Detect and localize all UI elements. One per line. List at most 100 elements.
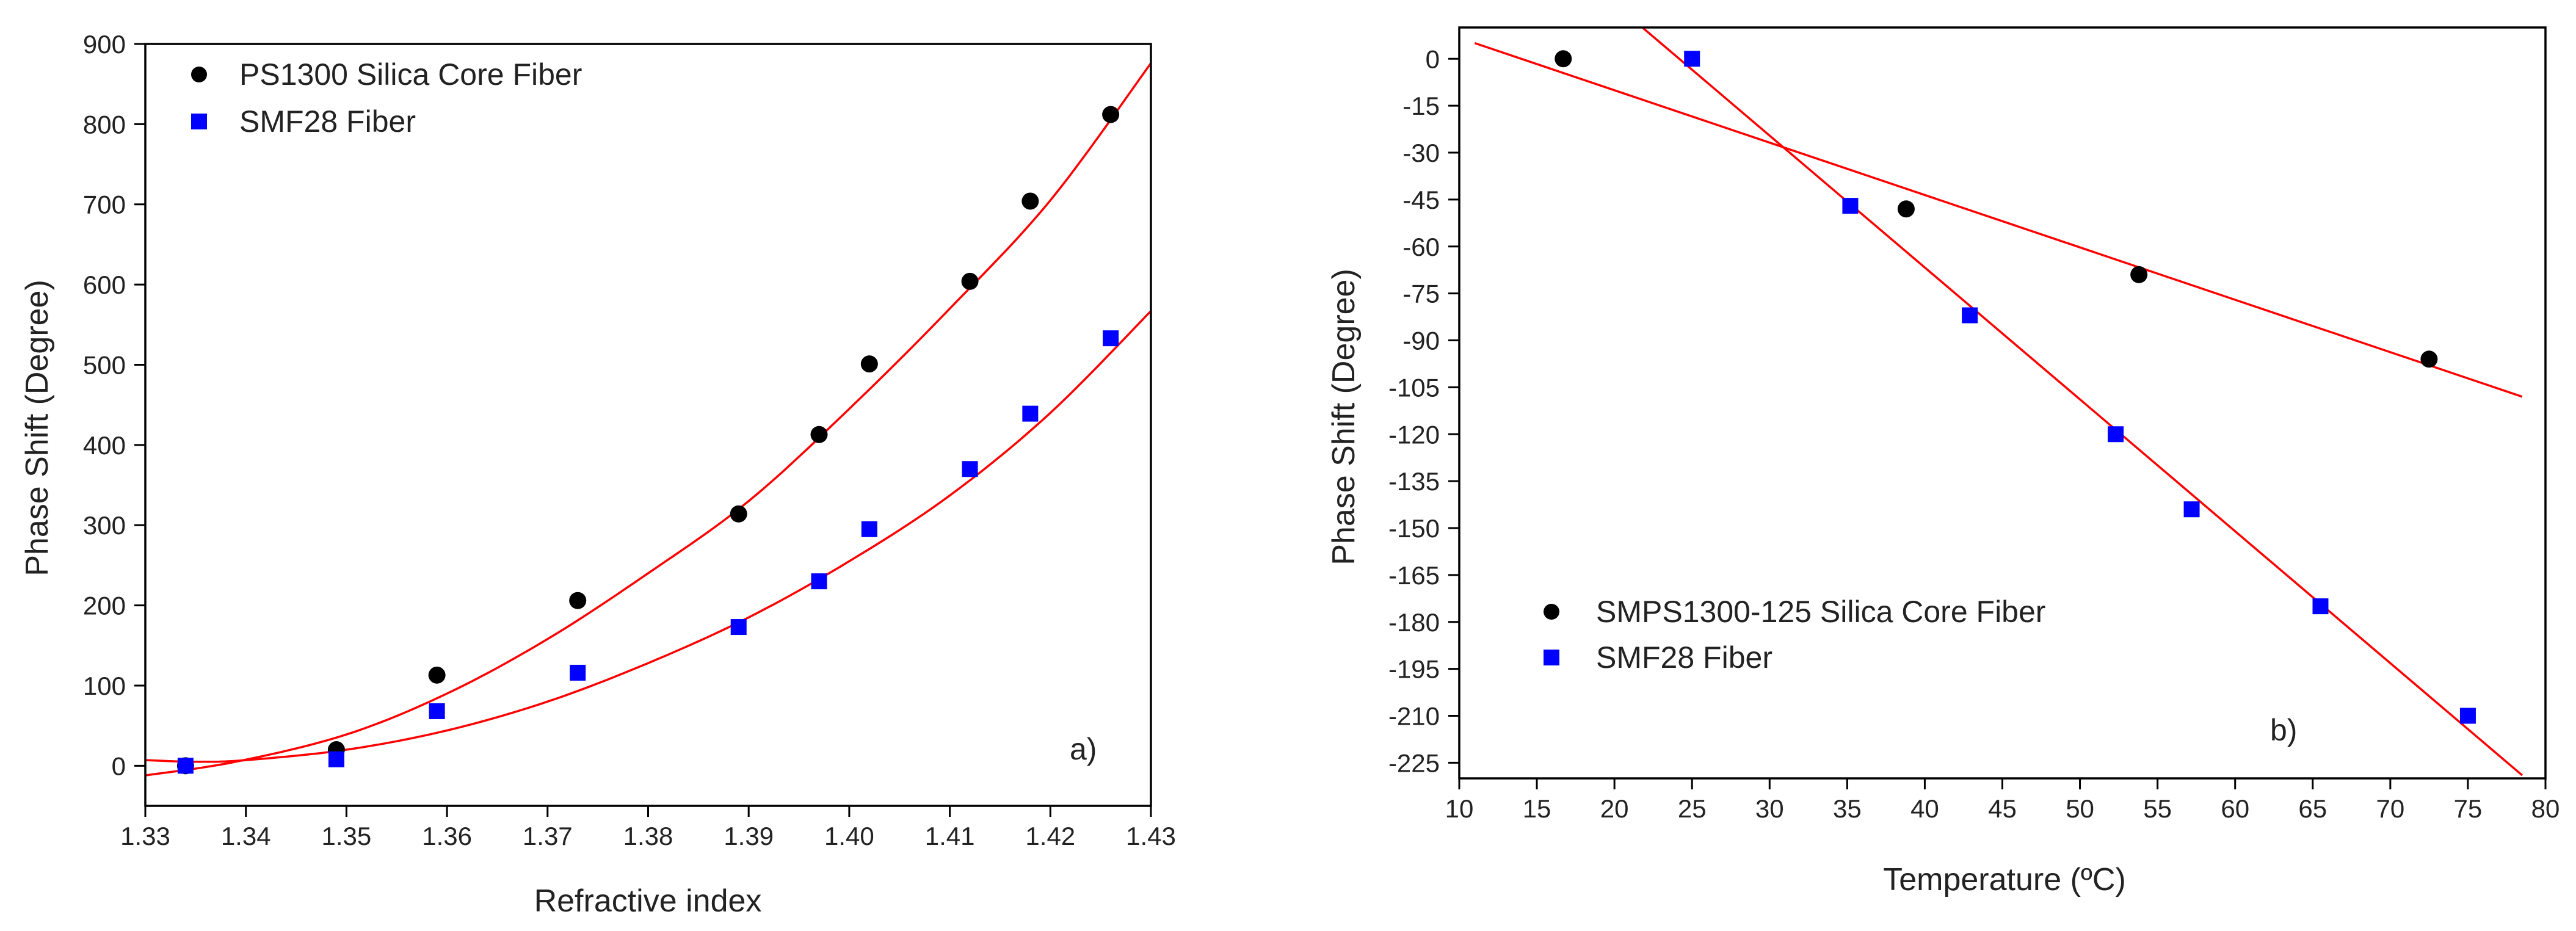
y-tick-label: -135 [1388, 467, 1440, 496]
data-point-silica [730, 505, 747, 523]
legend-label-smf28-a: SMF28 Fiber [239, 104, 416, 139]
y-tick-label: 700 [83, 190, 126, 219]
x-tick-label: 50 [2066, 794, 2094, 823]
y-tick-label: -210 [1388, 702, 1440, 731]
y-tick-label: -225 [1388, 748, 1440, 777]
y-tick-label: 100 [83, 672, 126, 700]
legend-label-silica-b: SMPS1300-125 Silica Core Fiber [1596, 595, 2045, 629]
legend-marker-silica-b [1544, 604, 1559, 620]
data-point-smf28 [2312, 598, 2329, 615]
x-tick-label: 35 [1833, 794, 1862, 823]
x-tick-label: 1.36 [422, 822, 472, 850]
x-tick-label: 1.33 [120, 822, 170, 850]
y-tick-label: 900 [83, 30, 126, 59]
data-point-smf28 [2183, 501, 2200, 518]
fit-line-silica [145, 62, 1151, 777]
y-tick-label: -30 [1402, 139, 1440, 167]
y-axis-label-b: Phase Shift (Degree) [1326, 269, 1362, 565]
panel-a-axes: 1.33 1.34 1.35 1.36 1.37 1.38 1.39 1.40 1.41 1.42… [83, 30, 1176, 850]
x-tick-label: 30 [1755, 794, 1784, 823]
y-tick-label: -120 [1388, 420, 1440, 449]
panel-label-a: a) [1070, 732, 1097, 766]
data-point-silica [1555, 50, 1572, 68]
y-tick-label: 0 [112, 752, 126, 780]
y-tick-label: -150 [1388, 514, 1440, 543]
y-tick-label: 500 [83, 350, 126, 379]
x-tick-label: 75 [2454, 794, 2483, 823]
legend-label-silica-a: PS1300 Silica Core Fiber [239, 57, 582, 92]
data-point-smf28 [1962, 307, 1978, 324]
y-tick-label: -165 [1388, 561, 1440, 590]
y-tick-label: 600 [83, 270, 126, 299]
y-tick-label: -105 [1388, 373, 1440, 402]
y-tick-label: 200 [83, 592, 126, 620]
x-tick-label: 1.43 [1126, 822, 1176, 850]
data-point-silica [428, 666, 446, 684]
data-point-silica [1897, 200, 1915, 218]
x-tick-label: 70 [2376, 794, 2404, 823]
data-point-silica [1021, 192, 1039, 210]
data-point-smf28 [811, 573, 827, 590]
chart-panel-a: 1.33 1.34 1.35 1.36 1.37 1.38 1.39 1.40 1.41 1.42… [20, 30, 1176, 919]
x-tick-label: 1.37 [523, 822, 573, 850]
data-point-smf28 [962, 461, 978, 477]
x-tick-label: 20 [1600, 794, 1629, 823]
panel-a-data-layer [145, 62, 1151, 777]
panel-b-data-layer [1474, 27, 2523, 777]
legend-marker-silica-a [191, 67, 207, 82]
y-tick-label: 300 [83, 511, 126, 540]
data-point-silica [961, 272, 979, 290]
x-tick-label: 1.39 [724, 822, 774, 850]
x-tick-label: 1.40 [824, 822, 874, 850]
x-axis-label-a: Refractive index [534, 883, 762, 919]
panel-b-axes: 10 15 20 25 30 35 40 45 50 55 60 65 70 75 80 0 -15 -30 -45… [1388, 26, 2560, 823]
y-tick-label: -45 [1402, 186, 1440, 214]
y-tick-label: -60 [1402, 233, 1440, 261]
y-tick-label: 0 [1426, 45, 1440, 73]
x-tick-label: 60 [2221, 794, 2249, 823]
x-tick-label: 1.42 [1025, 822, 1075, 850]
legend-marker-smf28-b [1544, 650, 1559, 665]
data-point-smf28 [429, 703, 445, 719]
x-tick-label: 65 [2298, 794, 2327, 823]
y-tick-label: -15 [1402, 92, 1440, 120]
data-point-silica [810, 426, 828, 443]
y-tick-label: 800 [83, 110, 126, 139]
x-tick-label: 55 [2143, 794, 2172, 823]
panel-b-legend: SMPS1300-125 Silica Core Fiber SMF28 Fib… [1544, 595, 2045, 675]
x-tick-label: 45 [1988, 794, 2017, 823]
data-point-smf28 [570, 664, 586, 681]
chart-panel-b: 10 15 20 25 30 35 40 45 50 55 60 65 70 75 80 0 -15 -30 -45… [1326, 26, 2560, 897]
y-tick-label: -180 [1388, 608, 1440, 637]
data-point-smf28 [861, 521, 877, 537]
x-tick-label: 80 [2531, 794, 2560, 823]
fit-line-smf28 [145, 310, 1151, 763]
data-point-smf28 [2108, 426, 2124, 443]
fit-line-smf28 [1641, 27, 2523, 777]
data-point-silica [860, 355, 878, 373]
y-tick-label: 400 [83, 431, 126, 460]
fit-line-silica [1474, 42, 2523, 398]
y-tick-label: -75 [1402, 280, 1440, 308]
legend-label-smf28-b: SMF28 Fiber [1596, 640, 1772, 675]
x-tick-label: 1.34 [221, 822, 271, 850]
y-tick-label: -90 [1402, 327, 1440, 355]
panel-label-b: b) [2270, 713, 2297, 747]
x-tick-label: 25 [1678, 794, 1707, 823]
legend-marker-smf28-a [191, 114, 207, 129]
data-point-smf28 [1842, 198, 1859, 214]
x-tick-label: 1.41 [925, 822, 975, 850]
data-point-silica [1102, 106, 1120, 123]
x-tick-label: 1.38 [623, 822, 673, 850]
data-point-silica [2130, 266, 2148, 283]
x-tick-label: 40 [1910, 794, 1939, 823]
data-point-silica [2420, 350, 2438, 368]
data-point-smf28 [2459, 708, 2476, 724]
x-tick-label: 1.35 [322, 822, 372, 850]
data-point-smf28 [730, 619, 747, 636]
data-point-smf28 [1022, 405, 1039, 422]
y-axis-label-a: Phase Shift (Degree) [20, 280, 55, 576]
data-point-silica [569, 592, 587, 609]
